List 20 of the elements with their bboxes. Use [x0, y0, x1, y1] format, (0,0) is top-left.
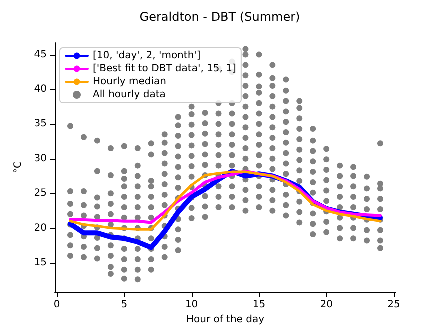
y-tick-label: 20 [34, 222, 47, 234]
legend-label: Hourly median [93, 76, 166, 88]
x-tick-label: 0 [54, 300, 60, 311]
x-tick-label: 20 [320, 300, 333, 311]
x-tick-label: 15 [252, 300, 266, 311]
y-tick-label: 15 [34, 257, 47, 268]
x-axis-title: Hour of the day [186, 314, 265, 326]
legend-label: [10, 'day', 2, 'month'] [93, 50, 201, 62]
y-axis-title: °C [12, 162, 24, 174]
x-tick-label: 10 [185, 300, 198, 311]
x-tick-label: 25 [388, 300, 400, 311]
chart-title: Geraldton - DBT (Summer) [140, 10, 300, 24]
x-tick-label: 5 [121, 300, 128, 311]
y-tick-label: 40 [34, 84, 47, 95]
y-tick-label: 45 [34, 49, 47, 60]
y-tick-label: 25 [34, 188, 47, 200]
y-tick-label: 35 [34, 118, 47, 130]
y-tick-label: 30 [34, 153, 47, 164]
legend-label: All hourly data [93, 90, 166, 100]
legend-label: ['Best fit to DBT data', 15, 1] [93, 64, 237, 74]
